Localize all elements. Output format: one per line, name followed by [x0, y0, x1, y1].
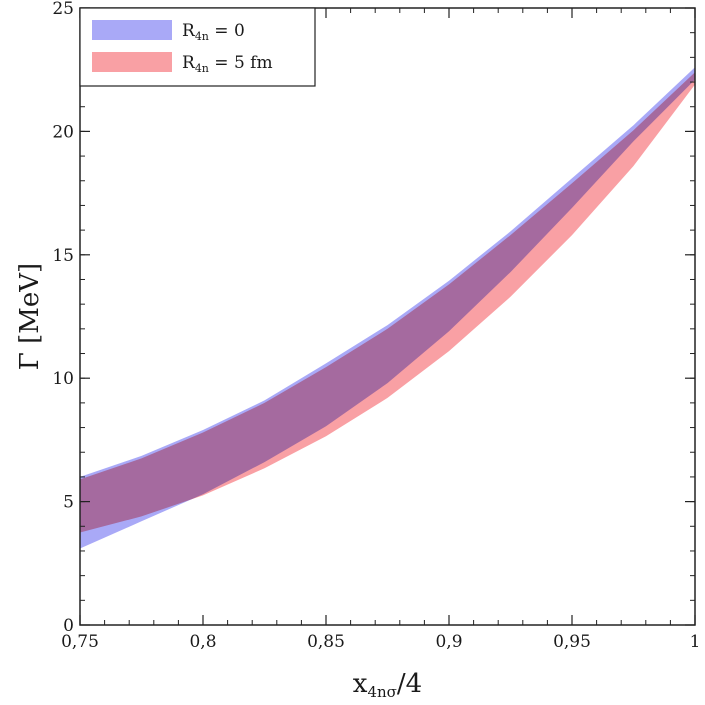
x-tick-label: 0,8 — [189, 632, 216, 652]
x-tick-label: 0,75 — [61, 632, 99, 652]
legend-swatch-r0 — [92, 20, 172, 40]
legend-label-r5: R4n = 5 fm — [182, 53, 273, 75]
bands-layer — [80, 67, 695, 549]
y-tick-label: 20 — [52, 122, 74, 142]
y-tick-label: 0 — [63, 616, 74, 636]
y-axis-label: Γ [MeV] — [15, 263, 45, 370]
x-tick-label: 1 — [690, 632, 701, 652]
plot-frame — [79, 7, 696, 626]
y-tick-label: 25 — [52, 0, 74, 19]
y-tick-label: 10 — [52, 369, 74, 389]
x-tick-label: 0,9 — [435, 632, 462, 652]
x-tick-label: 0,95 — [553, 632, 591, 652]
x-axis-label: x4nσ/4 — [353, 669, 422, 701]
y-tick-label: 15 — [52, 246, 74, 266]
x-tick-label: 0,85 — [307, 632, 345, 652]
y-tick-label: 5 — [63, 493, 74, 513]
legend: R4n = 0 R4n = 5 fm — [79, 7, 316, 87]
legend-label-r0: R4n = 0 — [182, 21, 245, 43]
band-series-1 — [80, 72, 695, 533]
legend-swatch-r5 — [92, 52, 172, 72]
